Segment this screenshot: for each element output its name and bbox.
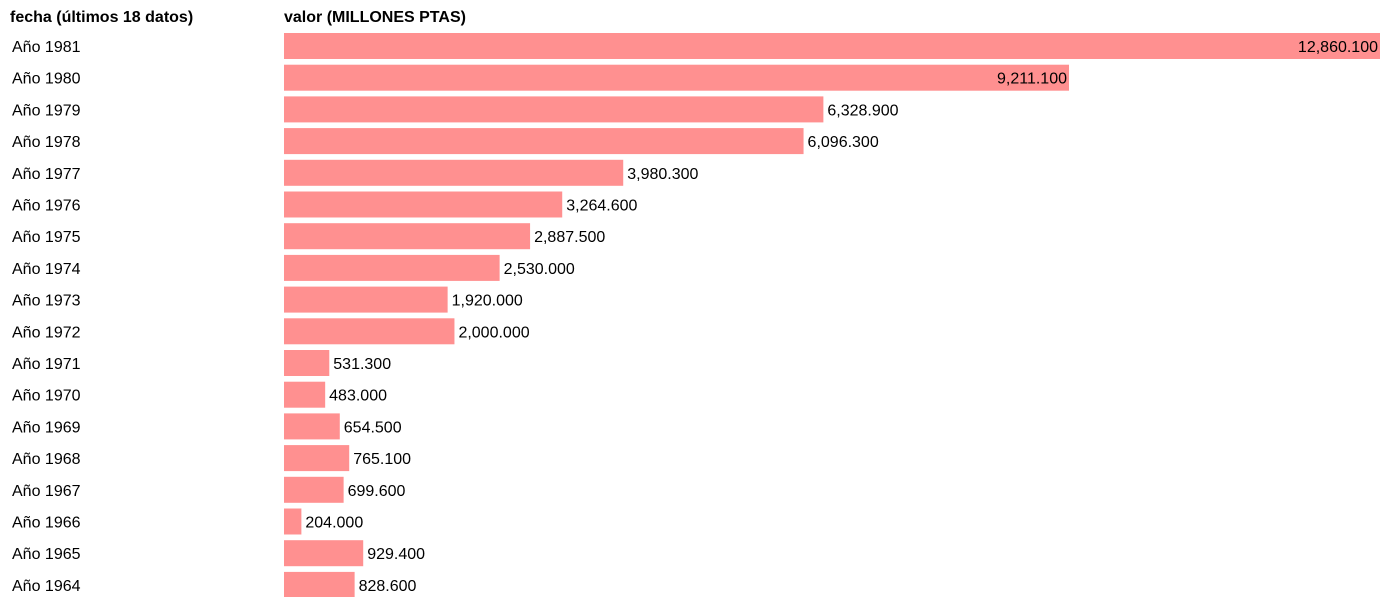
bar [284,508,302,535]
bar [284,223,531,250]
value-label: 2,530.000 [504,261,575,278]
category-label: Año 1977 [12,166,81,183]
category-label: Año 1979 [12,102,81,119]
bar [284,350,330,376]
category-label: Año 1978 [12,134,81,151]
category-label: Año 1967 [12,483,81,500]
bar [284,254,500,281]
value-label: 2,887.500 [534,229,605,246]
category-label: Año 1969 [12,419,81,436]
bar [284,191,563,218]
value-label: 765.100 [353,451,411,468]
bar [284,381,326,408]
value-label: 699.600 [348,483,406,500]
bar [284,96,824,123]
bar [284,286,448,313]
category-label: Año 1974 [12,261,81,278]
value-label: 6,328.900 [827,102,898,119]
bar [284,571,355,597]
bar-rows: Año 1981 12,860.100 Año 1980 9,211.100 Año 1… [12,33,1380,597]
bar [284,318,455,345]
category-label: Año 1976 [12,198,81,215]
category-label: Año 1971 [12,356,81,373]
bar [284,64,1070,91]
value-label: 12,860.100 [1298,39,1378,56]
value-label: 6,096.300 [808,134,879,151]
bar [284,159,624,186]
value-label: 1,920.000 [452,293,523,310]
category-column-header: fecha (últimos 18 datos) [10,9,193,26]
category-label: Año 1972 [12,324,81,341]
value-label: 3,264.600 [566,198,637,215]
value-label: 654.500 [344,419,402,436]
category-label: Año 1970 [12,388,81,405]
value-column-header: valor (MILLONES PTAS) [284,9,466,26]
bar [284,476,344,503]
value-label: 828.600 [359,578,417,595]
category-label: Año 1966 [12,515,81,532]
bar [284,540,364,567]
bar [284,128,804,155]
value-label: 483.000 [329,388,387,405]
category-label: Año 1973 [12,293,81,310]
category-label: Año 1975 [12,229,81,246]
value-label: 929.400 [367,546,425,563]
value-label: 9,211.100 [997,71,1067,88]
bar [284,413,340,440]
category-label: Año 1981 [12,39,81,56]
category-label: Año 1980 [12,71,81,88]
value-label: 2,000.000 [458,324,529,341]
value-label: 531.300 [333,356,391,373]
category-label: Año 1964 [12,578,81,595]
bar [284,445,350,472]
bar [284,33,1380,59]
value-label: 204.000 [305,515,363,532]
category-label: Año 1965 [12,546,81,563]
value-label: 3,980.300 [627,166,698,183]
category-label: Año 1968 [12,451,81,468]
